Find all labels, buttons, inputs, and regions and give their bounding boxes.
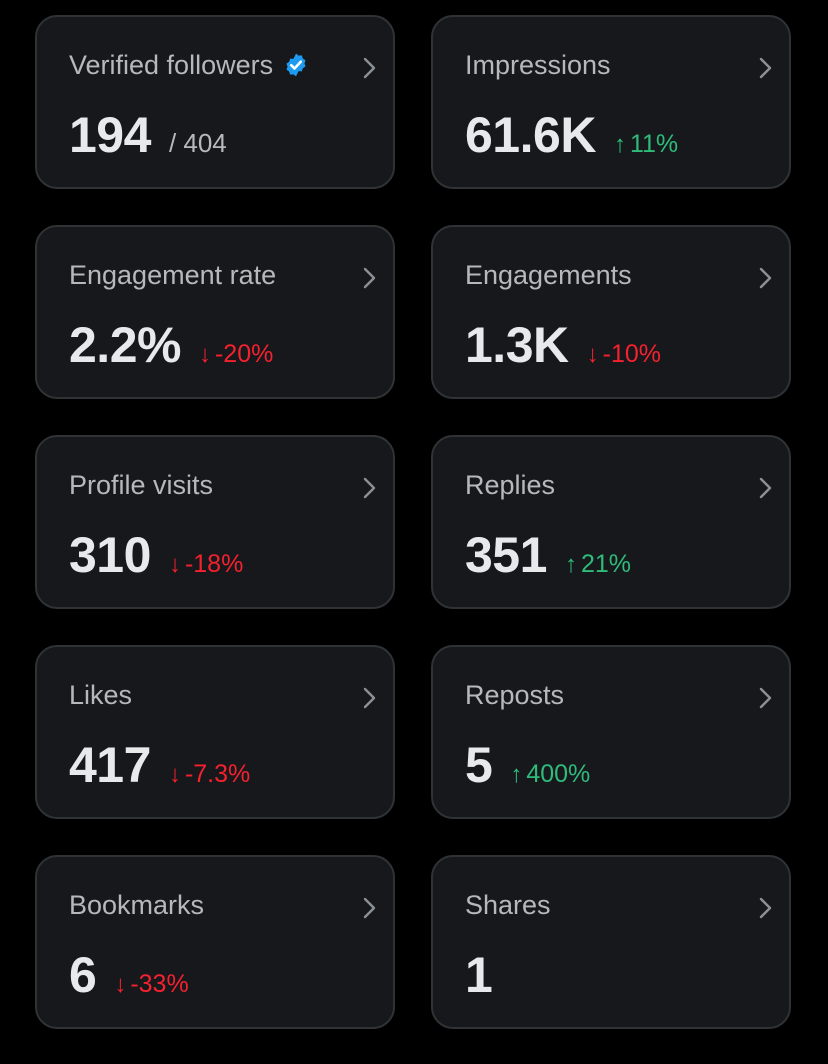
metric-change: ↓ -10%	[587, 340, 661, 369]
metric-change: ↓ -20%	[199, 340, 273, 369]
arrow-up-icon: ↑	[564, 551, 577, 578]
card-title: Impressions	[465, 50, 611, 80]
card-value-row: 1.3K ↓ -10%	[465, 315, 661, 375]
metric-value: 5	[465, 737, 493, 793]
card-value-row: 61.6K ↑ 11%	[465, 105, 678, 165]
card-title-row: Verified followers	[69, 47, 309, 83]
arrow-down-icon: ↓	[586, 341, 599, 368]
card-title-row: Reposts	[465, 677, 564, 713]
change-value: 11%	[629, 130, 679, 158]
card-title: Engagement rate	[69, 260, 277, 290]
card-value-row: 310 ↓ -18%	[69, 525, 243, 585]
arrow-down-icon: ↓	[114, 971, 127, 998]
metric-value: 2.2%	[69, 317, 181, 373]
card-title: Profile visits	[69, 470, 214, 500]
arrow-up-icon: ↑	[613, 131, 626, 158]
chevron-right-icon	[759, 477, 772, 499]
change-value: -10%	[602, 340, 661, 368]
card-title: Engagements	[465, 260, 632, 290]
card-title: Replies	[465, 470, 556, 500]
card-title-row: Engagement rate	[69, 257, 276, 293]
metric-value: 1.3K	[465, 317, 569, 373]
card-title: Shares	[465, 890, 551, 920]
card-title: Reposts	[465, 680, 565, 710]
card-value-row: 1	[465, 945, 493, 1005]
chevron-right-icon	[759, 897, 772, 919]
arrow-up-icon: ↑	[510, 761, 523, 788]
card-title-row: Replies	[465, 467, 555, 503]
card-title: Likes	[69, 680, 133, 710]
arrow-down-icon: ↓	[168, 551, 181, 578]
arrow-down-icon: ↓	[198, 341, 211, 368]
metric-change: ↓ -7.3%	[169, 760, 250, 789]
chevron-right-icon	[363, 897, 376, 919]
arrow-down-icon: ↓	[168, 761, 181, 788]
card-engagements[interactable]: Engagements 1.3K ↓ -10%	[431, 225, 791, 399]
chevron-right-icon	[363, 477, 376, 499]
card-value-row: 5 ↑ 400%	[465, 735, 590, 795]
card-value-row: 2.2% ↓ -20%	[69, 315, 273, 375]
metric-change: ↑ 21%	[565, 550, 631, 579]
metric-value: 1	[465, 947, 493, 1003]
change-value: -20%	[214, 340, 274, 368]
change-value: -33%	[130, 970, 189, 998]
card-title: Bookmarks	[69, 890, 205, 920]
change-value: -18%	[184, 550, 244, 578]
card-value-row: 417 ↓ -7.3%	[69, 735, 250, 795]
card-verified-followers[interactable]: Verified followers 194 / 404	[35, 15, 395, 189]
card-impressions[interactable]: Impressions 61.6K ↑ 11%	[431, 15, 791, 189]
metric-change: ↑ 11%	[614, 130, 678, 159]
chevron-right-icon	[363, 267, 376, 289]
chevron-right-icon	[759, 57, 772, 79]
metric-total: / 404	[168, 128, 227, 158]
card-value-row: 6 ↓ -33%	[69, 945, 189, 1005]
card-engagement-rate[interactable]: Engagement rate 2.2% ↓ -20%	[35, 225, 395, 399]
card-title-row: Impressions	[465, 47, 611, 83]
metric-value: 61.6K	[465, 107, 596, 163]
card-likes[interactable]: Likes 417 ↓ -7.3%	[35, 645, 395, 819]
chevron-right-icon	[759, 687, 772, 709]
verified-badge-icon	[283, 52, 309, 78]
card-reposts[interactable]: Reposts 5 ↑ 400%	[431, 645, 791, 819]
chevron-right-icon	[363, 687, 376, 709]
card-shares[interactable]: Shares 1	[431, 855, 791, 1029]
chevron-right-icon	[759, 267, 772, 289]
card-title-row: Bookmarks	[69, 887, 204, 923]
card-title-row: Profile visits	[69, 467, 213, 503]
card-title-row: Shares	[465, 887, 551, 923]
metric-change: ↓ -18%	[169, 550, 243, 579]
card-title-row: Engagements	[465, 257, 632, 293]
card-replies[interactable]: Replies 351 ↑ 21%	[431, 435, 791, 609]
card-value-row: 351 ↑ 21%	[465, 525, 631, 585]
card-profile-visits[interactable]: Profile visits 310 ↓ -18%	[35, 435, 395, 609]
card-bookmarks[interactable]: Bookmarks 6 ↓ -33%	[35, 855, 395, 1029]
metric-change: ↓ -33%	[114, 970, 188, 999]
metric-change: ↑ 400%	[510, 760, 590, 789]
metric-value: 6	[69, 947, 97, 1003]
change-value: 400%	[526, 760, 591, 788]
metric-value: 351	[465, 527, 547, 583]
metric-value: 194	[69, 107, 151, 163]
change-value: 21%	[580, 550, 631, 578]
card-title-row: Likes	[69, 677, 132, 713]
card-title: Verified followers	[69, 50, 274, 80]
metric-value: 417	[69, 737, 151, 793]
metric-value: 310	[69, 527, 151, 583]
change-value: -7.3%	[184, 760, 251, 788]
chevron-right-icon	[363, 57, 376, 79]
card-value-row: 194 / 404	[69, 105, 227, 165]
